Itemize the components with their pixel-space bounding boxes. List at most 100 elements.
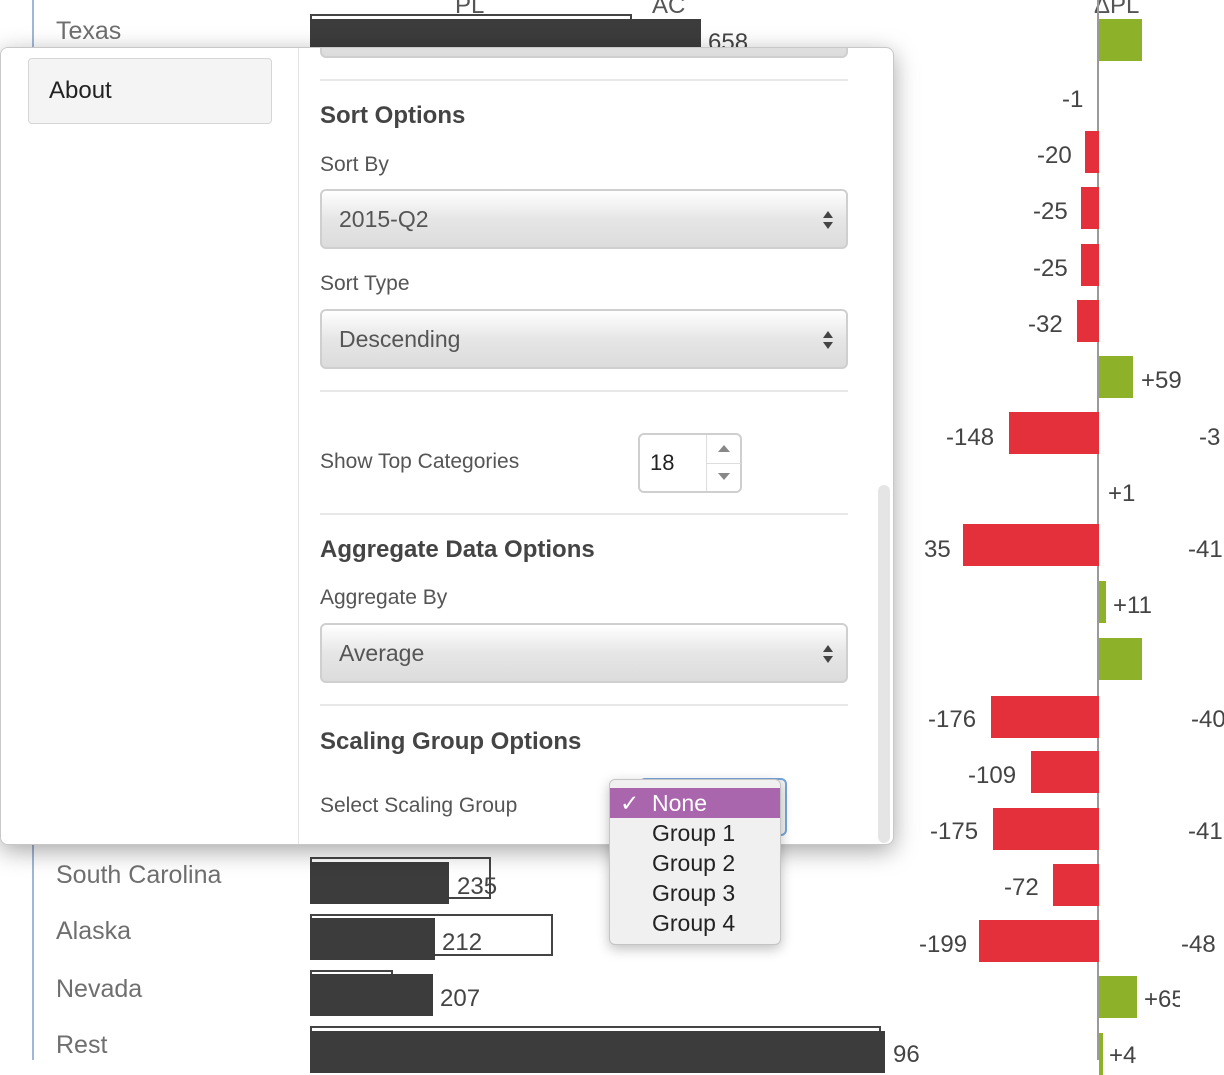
option-group-1[interactable]: Group 1: [610, 818, 780, 848]
sort-by-select[interactable]: 2015-Q2: [320, 189, 848, 249]
header-ac: AC: [652, 0, 686, 19]
right-column-value: -40: [1191, 706, 1224, 733]
delta-bar-positive: [1099, 976, 1137, 1018]
divider: [320, 79, 848, 81]
modal-sidebar: About: [1, 48, 299, 844]
increment-button[interactable]: [707, 435, 741, 464]
ac-bar: [310, 1031, 885, 1073]
option-none[interactable]: ✓ None: [610, 788, 780, 818]
top-categories-input[interactable]: [640, 435, 706, 491]
modal-content: Sort Options Sort By 2015-Q2 Sort Type D…: [320, 48, 850, 844]
delta-value: -148: [946, 424, 995, 451]
modal-scrollbar[interactable]: [878, 485, 890, 843]
option-group-2[interactable]: Group 2: [610, 848, 780, 878]
category-label: Alaska: [56, 917, 132, 945]
ac-bar: [310, 918, 435, 960]
select-arrows-icon: [823, 211, 833, 229]
sort-type-select[interactable]: Descending: [320, 309, 848, 369]
delta-value: +11: [1113, 592, 1152, 619]
divider: [320, 390, 848, 392]
divider: [320, 513, 848, 515]
chevron-up-icon: [718, 445, 730, 452]
delta-bar-negative: [1085, 131, 1099, 173]
scaling-group-dropdown: ✓ None Group 1 Group 2 Group 3 Group 4: [609, 779, 781, 945]
right-column-value: -48: [1181, 931, 1216, 958]
right-column-value: -3: [1199, 424, 1221, 451]
header-delta-pl: ΔPL: [1094, 0, 1140, 19]
sort-type-value: Descending: [339, 326, 461, 352]
delta-bar-positive: [1099, 19, 1142, 61]
delta-bar-positive: [1099, 356, 1133, 398]
delta-bar-positive: [1099, 1033, 1103, 1075]
delta-value: +65: [1144, 986, 1180, 1013]
delta-bar-negative: [993, 808, 1099, 850]
delta-value: +4: [1109, 1042, 1137, 1069]
category-label: Rest: [56, 1031, 108, 1059]
option-group-3[interactable]: Group 3: [610, 878, 780, 908]
show-top-categories-label: Show Top Categories: [320, 450, 520, 473]
option-label: Group 2: [652, 850, 736, 876]
scaling-options-title: Scaling Group Options: [320, 728, 582, 755]
delta-bar-positive: [1099, 581, 1106, 623]
sort-type-label: Sort Type: [320, 272, 410, 295]
option-label: Group 4: [652, 910, 736, 936]
aggregate-by-label: Aggregate By: [320, 586, 448, 609]
option-label: Group 1: [652, 820, 736, 846]
sort-by-label: Sort By: [320, 153, 389, 176]
delta-value: -176: [928, 706, 977, 733]
settings-modal: About Sort Options Sort By 2015-Q2 Sort …: [0, 47, 894, 845]
ac-bar: [310, 862, 449, 904]
category-label: South Carolina: [56, 861, 222, 889]
ac-value: 212: [442, 929, 483, 956]
delta-value: -72: [1004, 874, 1039, 901]
sort-options-title: Sort Options: [320, 102, 466, 129]
stepper-buttons: [706, 435, 741, 491]
option-label: None: [652, 790, 707, 816]
delta-value: 35: [924, 536, 951, 563]
select-arrows-icon: [823, 645, 833, 663]
ac-value: 96: [893, 1041, 920, 1068]
delta-bar-negative: [963, 524, 1099, 566]
option-group-4[interactable]: Group 4: [610, 908, 780, 938]
scaling-group-label: Select Scaling Group: [320, 794, 518, 817]
delta-bar-negative: [1077, 300, 1099, 342]
category-label: Texas: [56, 17, 122, 45]
delta-value: -199: [919, 931, 968, 958]
chevron-down-icon: [718, 473, 730, 480]
right-column-value: -41: [1188, 536, 1223, 563]
delta-bar-negative: [991, 696, 1099, 738]
delta-value: -1: [1062, 86, 1084, 113]
sort-by-value: 2015-Q2: [339, 206, 429, 232]
delta-value: +1: [1108, 480, 1136, 507]
delta-bar-negative: [979, 920, 1099, 962]
top-categories-stepper: [638, 433, 742, 493]
ac-bar: [310, 974, 433, 1016]
category-label: Nevada: [56, 975, 143, 1003]
aggregate-options-title: Aggregate Data Options: [320, 536, 595, 563]
select-arrows-icon: [823, 331, 833, 349]
delta-bar-negative: [1009, 412, 1099, 454]
tab-about[interactable]: About: [28, 58, 272, 124]
divider: [320, 704, 848, 706]
delta-bar-negative: [1031, 751, 1099, 793]
decrement-button[interactable]: [707, 463, 741, 491]
delta-value: +59: [1141, 367, 1181, 394]
delta-value: -25: [1033, 198, 1068, 225]
right-column-value: -41: [1188, 818, 1223, 845]
delta-bar-negative: [1081, 187, 1099, 229]
delta-value: -109: [968, 762, 1017, 789]
delta-bar-negative: [1053, 864, 1099, 906]
checkmark-icon: ✓: [620, 790, 640, 816]
delta-value: -175: [930, 818, 979, 845]
previous-select[interactable]: [320, 48, 848, 58]
ac-value: 207: [440, 985, 481, 1012]
aggregate-by-value: Average: [339, 640, 425, 666]
delta-bar-negative: [1081, 244, 1099, 286]
delta-bar-positive: [1099, 638, 1142, 680]
delta-value: -25: [1033, 255, 1068, 282]
option-label: Group 3: [652, 880, 736, 906]
ac-value: 235: [457, 873, 498, 900]
delta-value: -20: [1037, 142, 1072, 169]
aggregate-by-select[interactable]: Average: [320, 623, 848, 683]
